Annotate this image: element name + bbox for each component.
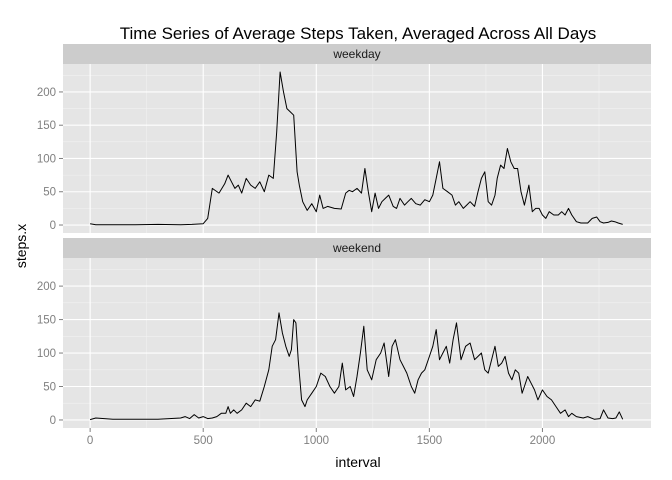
y-tick-label: 0 — [50, 220, 56, 232]
y-tick-label: 50 — [43, 187, 56, 199]
x-tick-label: 1000 — [303, 435, 329, 447]
y-tick-label: 0 — [50, 415, 56, 427]
series-line-weekday — [90, 71, 623, 226]
facet-strip-label: weekday — [332, 47, 380, 61]
y-axis-title: steps.x — [13, 224, 29, 268]
facet-strip — [63, 238, 651, 258]
y-tick-label: 50 — [43, 382, 56, 394]
series-line-weekend — [89, 312, 624, 421]
x-tick-label: 2000 — [530, 435, 556, 447]
x-tick-label: 0 — [87, 435, 93, 447]
x-tick-label: 1500 — [417, 435, 443, 447]
plot-background — [63, 64, 651, 233]
facet-panel-weekday: weekday 0 50 100 150 200 — [37, 44, 651, 233]
y-tick-label: 100 — [37, 153, 56, 165]
chart-title: Time Series of Average Steps Taken, Aver… — [120, 24, 597, 43]
y-tick-label: 150 — [37, 315, 56, 327]
facet-strip-label: weekend — [332, 241, 381, 255]
x-tick-label: 500 — [194, 435, 213, 447]
y-tick-label: 200 — [37, 281, 56, 293]
x-axis-title: interval — [335, 454, 380, 470]
plot-background — [63, 258, 651, 428]
y-tick-label: 100 — [37, 348, 56, 360]
y-tick-label: 200 — [37, 87, 56, 99]
y-tick-label: 150 — [37, 120, 56, 132]
facet-strip — [63, 44, 651, 64]
